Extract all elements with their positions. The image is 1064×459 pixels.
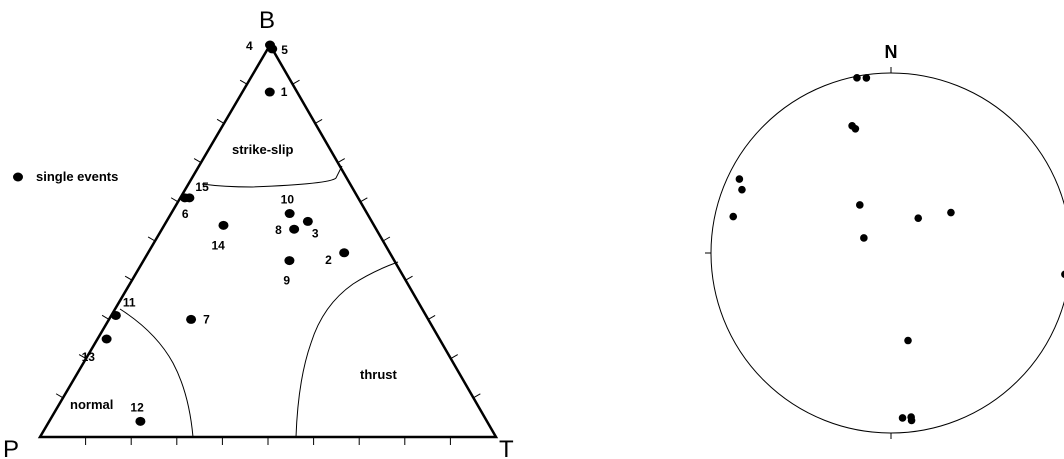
stereonet-points bbox=[729, 74, 1064, 425]
legend: single events bbox=[13, 169, 118, 184]
strike-slip-boundary bbox=[201, 165, 343, 188]
tick-left bbox=[239, 79, 248, 85]
event-point-3 bbox=[302, 216, 313, 226]
tick-right bbox=[360, 197, 368, 203]
event-point-9 bbox=[284, 256, 295, 266]
legend-label: single events bbox=[36, 169, 118, 184]
legend-marker bbox=[13, 172, 23, 182]
event-label-13: 13 bbox=[82, 350, 96, 364]
tick-right bbox=[382, 236, 391, 242]
tick-right bbox=[314, 118, 323, 124]
tick-right bbox=[337, 158, 345, 164]
event-point-10 bbox=[284, 209, 295, 219]
stereonet-point bbox=[862, 74, 871, 82]
north-label: N bbox=[885, 42, 898, 62]
event-point-12 bbox=[135, 416, 146, 426]
region-label-thrust: thrust bbox=[360, 367, 398, 382]
tick-left bbox=[170, 197, 179, 203]
ternary-frame bbox=[37, 42, 499, 439]
tick-left bbox=[124, 275, 133, 281]
event-label-7: 7 bbox=[203, 312, 210, 326]
vertex-label-t: T bbox=[499, 436, 514, 459]
stereonet-point bbox=[853, 74, 861, 82]
event-point-7 bbox=[186, 314, 197, 324]
event-label-3: 3 bbox=[312, 226, 319, 240]
event-label-10: 10 bbox=[281, 193, 295, 207]
tick-right bbox=[427, 314, 436, 320]
event-label-1: 1 bbox=[281, 85, 288, 99]
tick-left bbox=[193, 158, 202, 164]
event-point-8 bbox=[289, 224, 300, 234]
stereonet-point bbox=[914, 214, 923, 222]
event-label-12: 12 bbox=[130, 400, 144, 414]
event-label-4: 4 bbox=[246, 39, 253, 53]
event-label-14: 14 bbox=[211, 238, 225, 252]
event-label-11: 11 bbox=[123, 295, 136, 309]
event-label-8: 8 bbox=[275, 223, 282, 237]
stereonet-point bbox=[898, 414, 907, 422]
region-label-normal: normal bbox=[70, 397, 113, 412]
stereonet-point bbox=[947, 208, 955, 217]
stereonet-point bbox=[738, 185, 746, 194]
thrust-boundary bbox=[295, 261, 399, 438]
stereonet-primitive bbox=[710, 72, 1064, 434]
stereonet-point bbox=[904, 336, 912, 345]
tick-right bbox=[473, 393, 481, 399]
stereonet-point bbox=[729, 212, 738, 221]
event-label-2: 2 bbox=[325, 253, 332, 267]
event-label-5: 5 bbox=[281, 43, 288, 57]
field-boundaries bbox=[119, 165, 399, 438]
event-point-15 bbox=[184, 193, 195, 203]
tick-left bbox=[216, 118, 225, 124]
tick-right bbox=[450, 354, 458, 360]
stereonet-point bbox=[1061, 270, 1064, 279]
stereonet-point bbox=[856, 201, 864, 209]
tick-left bbox=[78, 354, 87, 360]
region-label-strike-slip: strike-slip bbox=[232, 142, 293, 157]
event-point-2 bbox=[339, 248, 350, 258]
tick-left bbox=[147, 236, 156, 242]
tick-left bbox=[101, 314, 110, 320]
stereonet: N bbox=[705, 42, 1064, 439]
stereonet-point bbox=[907, 416, 916, 425]
normal-boundary bbox=[119, 308, 194, 438]
event-point-13 bbox=[101, 334, 112, 344]
event-label-15: 15 bbox=[195, 180, 209, 194]
event-point-14 bbox=[218, 220, 229, 230]
stereonet-point bbox=[851, 125, 860, 133]
event-point-11 bbox=[110, 310, 121, 320]
tick-right bbox=[405, 275, 413, 281]
ternary-ticks bbox=[55, 79, 481, 445]
tick-right bbox=[292, 79, 300, 85]
stereonet-ticks bbox=[705, 67, 892, 439]
tick-left bbox=[55, 393, 64, 399]
event-point-1 bbox=[264, 87, 275, 97]
stereonet-point bbox=[860, 234, 868, 242]
event-label-6: 6 bbox=[182, 207, 189, 221]
stereonet-point bbox=[735, 175, 744, 183]
event-label-9: 9 bbox=[283, 274, 290, 288]
vertex-label-p: P bbox=[3, 436, 19, 459]
event-point-5 bbox=[267, 44, 278, 54]
vertex-label-b: B bbox=[259, 7, 275, 34]
